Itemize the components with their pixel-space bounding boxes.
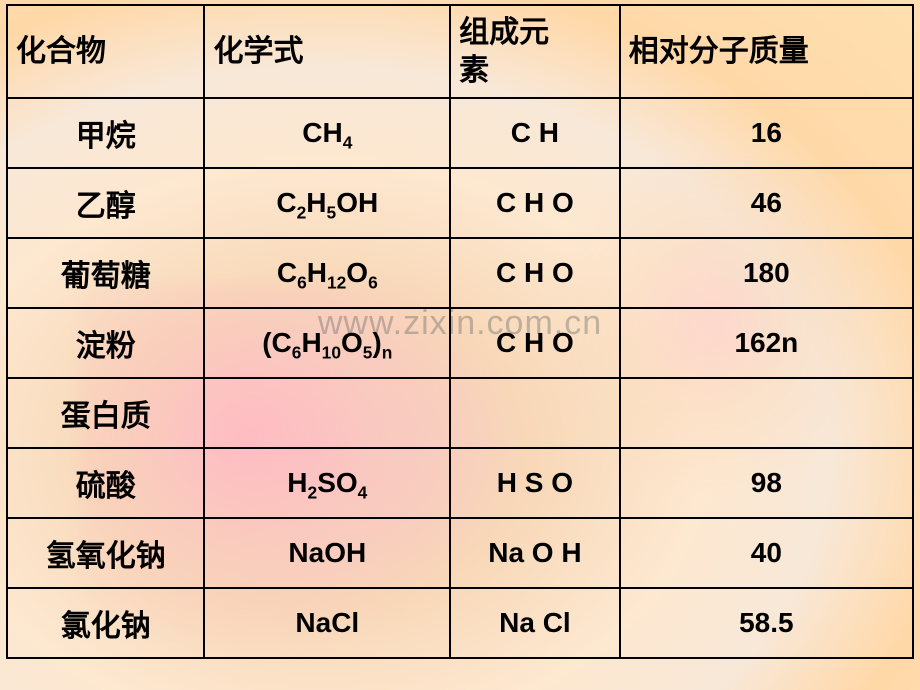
table-row: 葡萄糖C6H12O6C H O180 bbox=[7, 238, 913, 308]
cell-elements: Na Cl bbox=[450, 588, 620, 658]
cell-elements: C H bbox=[450, 98, 620, 168]
table-body: 甲烷CH4C H16乙醇C2H5OHC H O46葡萄糖C6H12O6C H O… bbox=[7, 98, 913, 658]
cell-compound: 蛋白质 bbox=[7, 378, 204, 448]
cell-elements: Na O H bbox=[450, 518, 620, 588]
cell-compound: 乙醇 bbox=[7, 168, 204, 238]
cell-elements bbox=[450, 378, 620, 448]
cell-elements: C H O bbox=[450, 308, 620, 378]
cell-compound: 淀粉 bbox=[7, 308, 204, 378]
col-header-compound: 化合物 bbox=[7, 5, 204, 98]
cell-compound: 氢氧化钠 bbox=[7, 518, 204, 588]
cell-mass bbox=[620, 378, 913, 448]
cell-formula bbox=[204, 378, 450, 448]
cell-mass: 16 bbox=[620, 98, 913, 168]
cell-mass: 180 bbox=[620, 238, 913, 308]
table-row: 甲烷CH4C H16 bbox=[7, 98, 913, 168]
table-row: 乙醇C2H5OHC H O46 bbox=[7, 168, 913, 238]
cell-formula: NaOH bbox=[204, 518, 450, 588]
col-header-formula: 化学式 bbox=[204, 5, 450, 98]
cell-mass: 46 bbox=[620, 168, 913, 238]
cell-mass: 162n bbox=[620, 308, 913, 378]
table-row: 蛋白质 bbox=[7, 378, 913, 448]
cell-compound: 葡萄糖 bbox=[7, 238, 204, 308]
table-row: 氢氧化钠NaOHNa O H40 bbox=[7, 518, 913, 588]
cell-elements: C H O bbox=[450, 168, 620, 238]
compound-table: 化合物 化学式 组成元素 相对分子质量 甲烷CH4C H16乙醇C2H5OHC … bbox=[6, 4, 914, 659]
cell-formula: C6H12O6 bbox=[204, 238, 450, 308]
cell-mass: 40 bbox=[620, 518, 913, 588]
cell-elements: H S O bbox=[450, 448, 620, 518]
cell-compound: 硫酸 bbox=[7, 448, 204, 518]
cell-mass: 98 bbox=[620, 448, 913, 518]
col-header-mass: 相对分子质量 bbox=[620, 5, 913, 98]
cell-elements: C H O bbox=[450, 238, 620, 308]
table-row: 淀粉(C6H10O5)nC H O162n bbox=[7, 308, 913, 378]
cell-formula: H2SO4 bbox=[204, 448, 450, 518]
table-row: 硫酸H2SO4H S O98 bbox=[7, 448, 913, 518]
col-header-elements: 组成元素 bbox=[450, 5, 620, 98]
cell-formula: (C6H10O5)n bbox=[204, 308, 450, 378]
cell-compound: 氯化钠 bbox=[7, 588, 204, 658]
cell-formula: NaCl bbox=[204, 588, 450, 658]
cell-mass: 58.5 bbox=[620, 588, 913, 658]
cell-compound: 甲烷 bbox=[7, 98, 204, 168]
cell-formula: CH4 bbox=[204, 98, 450, 168]
table-header-row: 化合物 化学式 组成元素 相对分子质量 bbox=[7, 5, 913, 98]
cell-formula: C2H5OH bbox=[204, 168, 450, 238]
table-row: 氯化钠NaClNa Cl58.5 bbox=[7, 588, 913, 658]
